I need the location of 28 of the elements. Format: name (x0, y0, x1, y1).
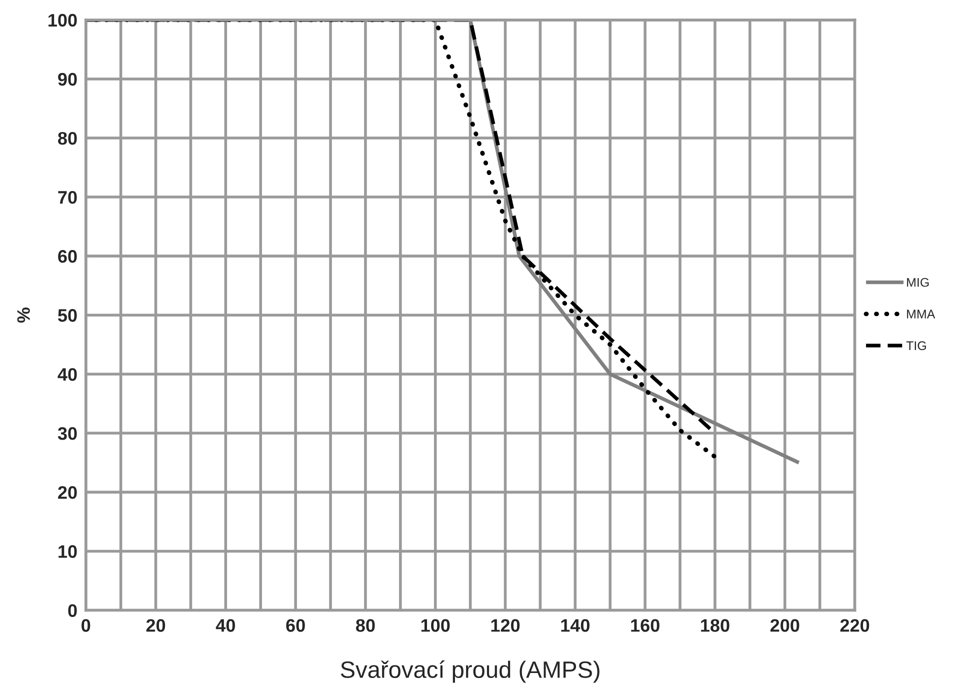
x-tick-label: 180 (701, 619, 730, 632)
x-tick-label: 200 (770, 619, 800, 632)
x-tick-label: 20 (146, 619, 166, 632)
x-tick-label: 160 (631, 619, 660, 632)
y-tick-label: 80 (58, 132, 77, 145)
x-tick-label: 0 (82, 619, 90, 632)
y-tick-label: 100 (48, 14, 77, 27)
x-tick-label: 60 (286, 619, 305, 632)
x-tick-label: 100 (421, 619, 450, 632)
y-tick-label: 60 (58, 250, 77, 263)
y-tick-label: 90 (58, 72, 77, 86)
y-tick-label: 50 (58, 309, 77, 322)
legend-label: MIG (907, 278, 929, 287)
y-tick-label: 40 (58, 368, 77, 381)
y-tick-label: 10 (58, 545, 77, 558)
y-axis-title: % (17, 308, 30, 323)
y-tick-label: 20 (58, 486, 77, 499)
y-tick-label: 30 (58, 427, 77, 440)
x-tick-label: 120 (491, 619, 520, 632)
x-tick-label: 80 (356, 619, 375, 632)
x-tick-label: 140 (561, 619, 590, 632)
y-tick-label: 70 (58, 190, 77, 204)
y-tick-label: 0 (68, 604, 77, 617)
x-tick-label: 220 (840, 619, 870, 632)
x-axis-title: Svařovací proud (AMPS) (340, 660, 600, 683)
legend-label: MMA (907, 310, 936, 318)
legend-label: TIG (906, 341, 926, 350)
x-tick-label: 40 (216, 619, 235, 632)
